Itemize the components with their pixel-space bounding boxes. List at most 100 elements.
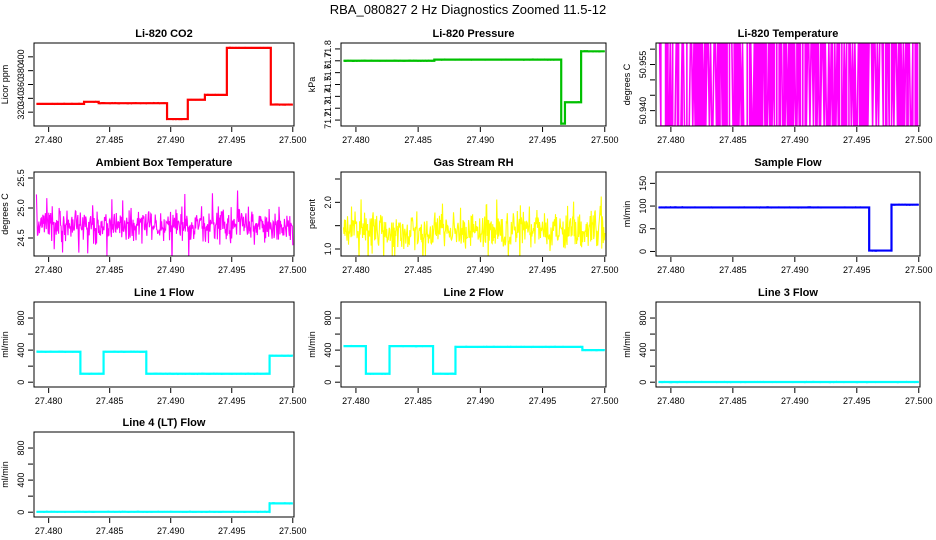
x-tick-label: 27.485 <box>719 135 747 145</box>
x-tick-label: 27.485 <box>96 135 124 145</box>
x-axis: 27.480 27.485 27.490 27.495 27.500 <box>35 257 307 275</box>
chart-title: Li-820 CO2 <box>135 28 192 40</box>
series-line <box>342 196 606 256</box>
x-tick-label: 27.485 <box>719 265 747 275</box>
y-tick-label: 340 <box>16 91 26 106</box>
y-tick-label: 1.0 <box>323 243 333 256</box>
x-tick-label: 27.495 <box>843 396 871 406</box>
y-tick-label: 71.6 <box>323 64 333 82</box>
x-tick-label: 27.500 <box>279 396 307 406</box>
plot-frame <box>655 171 921 257</box>
x-tick-label: 27.480 <box>35 526 63 536</box>
x-axis: 27.480 27.485 27.490 27.495 27.500 <box>35 388 307 406</box>
y-tick-label: 0 <box>638 249 648 254</box>
x-tick-label: 27.495 <box>218 526 246 536</box>
y-tick-label: 0 <box>638 380 648 385</box>
y-axis-label: degrees C <box>0 193 10 235</box>
x-tick-label: 27.490 <box>467 396 495 406</box>
y-tick-label: 320 <box>16 105 26 120</box>
x-tick-label: 27.500 <box>905 265 933 275</box>
y-axis-label: kPa <box>307 77 317 93</box>
chart-title: Line 1 Flow <box>134 287 194 299</box>
chart-title: Sample Flow <box>754 157 822 169</box>
series-line <box>658 203 919 252</box>
chart-title: Line 3 Flow <box>758 287 818 299</box>
chart-panel-6: Sample Flow ml/min 27.480 27.485 27.490 27.49… <box>622 157 933 275</box>
y-axis-label: ml/min <box>622 331 632 358</box>
y-axis-label: ml/min <box>622 201 632 228</box>
series-noise <box>343 344 605 376</box>
y-tick-label: 400 <box>16 343 26 358</box>
x-tick-label: 27.480 <box>657 135 685 145</box>
x-tick-label: 27.490 <box>157 135 185 145</box>
y-axis: 1.0 2.0 <box>323 178 340 256</box>
plot-frame <box>655 42 921 127</box>
y-axis-label: ml/min <box>0 461 10 488</box>
series-line <box>35 190 294 256</box>
x-tick-label: 27.500 <box>591 265 619 275</box>
plot-area <box>343 344 605 376</box>
plot-area <box>658 43 919 126</box>
y-axis-label: Licor ppm <box>0 65 10 105</box>
plot-frame <box>33 42 295 127</box>
y-axis: 24.5 25.0 25.5 <box>16 169 33 247</box>
x-tick-label: 27.500 <box>279 265 307 275</box>
x-tick-label: 27.495 <box>843 265 871 275</box>
y-tick-label: 0 <box>16 510 26 515</box>
y-axis-label: ml/min <box>307 331 317 358</box>
plot-frame <box>33 301 295 388</box>
x-tick-label: 27.495 <box>529 396 557 406</box>
series-noise <box>36 46 293 121</box>
series-line <box>36 46 293 121</box>
y-tick-label: 24.5 <box>16 229 26 247</box>
x-tick-label: 27.480 <box>35 396 63 406</box>
chart-title: Li-820 Pressure <box>433 28 515 40</box>
chart-title: Line 2 Flow <box>444 287 504 299</box>
x-tick-label: 27.485 <box>404 265 432 275</box>
x-tick-label: 27.490 <box>157 526 185 536</box>
plot-area <box>342 196 606 256</box>
y-tick-label: 360 <box>16 77 26 92</box>
y-axis: 0 400 800 <box>16 441 33 515</box>
x-tick-label: 27.480 <box>35 265 63 275</box>
x-tick-label: 27.485 <box>404 396 432 406</box>
y-axis: 0 400 800 <box>323 311 340 385</box>
x-axis: 27.480 27.485 27.490 27.495 27.500 <box>342 388 619 406</box>
y-tick-label: 800 <box>638 311 648 326</box>
y-axis-label: ml/min <box>0 331 10 358</box>
x-tick-label: 27.485 <box>719 396 747 406</box>
series-noise <box>343 49 605 125</box>
y-tick-label: 50.955 <box>638 51 648 79</box>
y-tick-label: 71.2 <box>323 111 333 129</box>
plot-area <box>658 380 920 384</box>
chart-panel-7: Line 1 Flow ml/min 27.480 27.485 27.490 27.49… <box>0 287 307 406</box>
chart-panel-10: Line 4 (LT) Flow ml/min 27.480 27.485 27.490… <box>0 417 307 536</box>
y-axis-label: percent <box>307 198 317 229</box>
x-tick-label: 27.495 <box>218 396 246 406</box>
x-tick-label: 27.500 <box>591 135 619 145</box>
plot-frame <box>33 171 295 257</box>
plot-frame <box>340 42 607 127</box>
x-tick-label: 27.480 <box>657 396 685 406</box>
y-tick-label: 50.940 <box>638 97 648 125</box>
y-tick-label: 800 <box>16 311 26 326</box>
plot-area <box>36 350 294 376</box>
x-axis: 27.480 27.485 27.490 27.495 27.500 <box>342 257 619 275</box>
x-tick-label: 27.500 <box>591 396 619 406</box>
series-line <box>36 502 293 513</box>
x-tick-label: 27.490 <box>157 265 185 275</box>
y-axis: 0 400 800 <box>16 311 33 385</box>
x-tick-label: 27.480 <box>35 135 63 145</box>
y-tick-label: 100 <box>638 199 648 214</box>
x-tick-label: 27.480 <box>342 135 370 145</box>
y-tick-label: 400 <box>16 473 26 488</box>
x-tick-label: 27.495 <box>218 265 246 275</box>
y-tick-label: 71.5 <box>323 76 333 94</box>
x-tick-label: 27.495 <box>529 265 557 275</box>
y-tick-label: 71.7 <box>323 52 333 70</box>
x-tick-label: 27.495 <box>843 135 871 145</box>
